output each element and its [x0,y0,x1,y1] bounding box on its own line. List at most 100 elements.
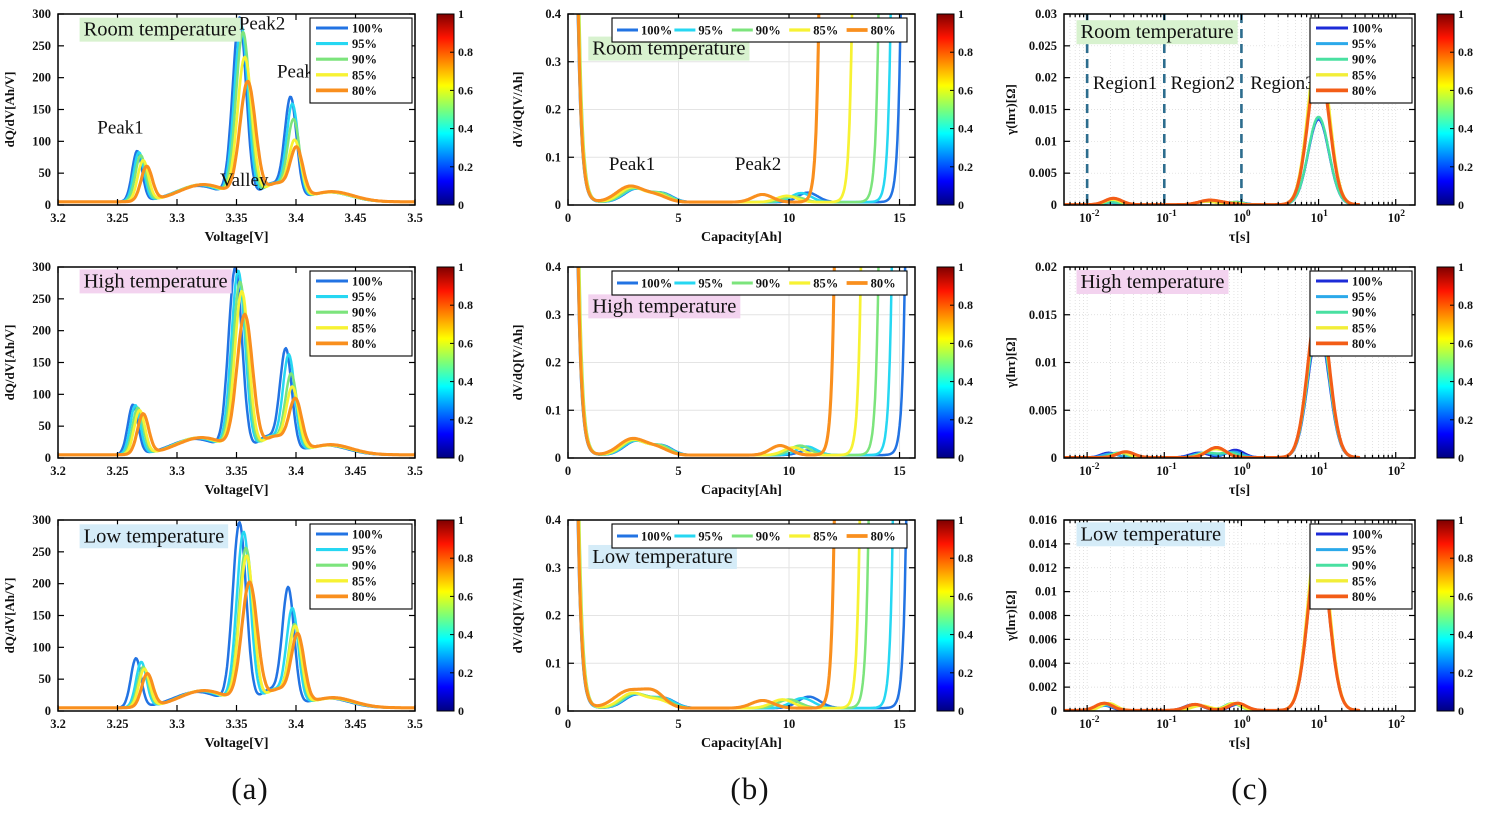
chart-a2-svg: 3.2 3.25 3.3 3.35 3.4 3.45 3.5 0 50 100 150 200 250 3… [2,260,473,498]
svg-text:0.1: 0.1 [545,656,561,670]
svg-text:0.4: 0.4 [545,260,561,274]
svg-text:0: 0 [1051,704,1057,718]
svg-text:300: 300 [32,260,51,274]
svg-text:95%: 95% [698,530,723,544]
svg-text:0: 0 [458,198,464,212]
caption-b: (b) [730,770,770,806]
svg-text:80%: 80% [1352,590,1377,604]
svg-text:0: 0 [1458,198,1464,212]
svg-text:0.2: 0.2 [458,160,473,174]
y-axis-label: dV/dQ[V/Ah] [510,578,525,654]
svg-text:0.4: 0.4 [958,375,973,389]
svg-text:0: 0 [958,704,964,718]
colorbar: 0 0.2 0.4 0.6 0.8 1 [1436,7,1473,212]
svg-text:0.004: 0.004 [1029,656,1058,670]
series-curves [576,267,907,457]
legend: 100%95% 90%85% 80% [309,523,413,610]
svg-text:100%: 100% [1352,528,1383,542]
svg-text:90%: 90% [1352,559,1377,573]
svg-text:0.2: 0.2 [545,609,561,623]
svg-text:80%: 80% [352,84,377,98]
svg-text:85%: 85% [1352,68,1377,82]
caption-cell-b: (b) [500,759,1000,818]
caption-c: (c) [1231,770,1269,806]
svg-text:3.4: 3.4 [288,211,304,225]
svg-text:3.3: 3.3 [169,464,185,478]
annotations: Low temperature [1076,522,1226,547]
svg-text:90%: 90% [1352,53,1377,67]
svg-text:10-1: 10-1 [1156,462,1177,478]
svg-text:80%: 80% [871,24,896,38]
svg-text:0.02: 0.02 [1035,71,1057,85]
svg-text:101: 101 [1311,715,1329,731]
legend: 100%95% 90%85% 80% [1309,523,1413,610]
svg-text:0.2: 0.2 [545,356,561,370]
chart-cell-a2: 3.2 3.25 3.3 3.35 3.4 3.45 3.5 0 50 100 150 200 250 3… [0,253,500,506]
svg-text:0.6: 0.6 [958,336,973,350]
y-axis-label: γ(lnτ)[Ω] [1003,590,1018,642]
svg-text:150: 150 [32,609,51,623]
y-axis-label: dQ/dV[Ah/V] [2,578,17,654]
svg-text:0.01: 0.01 [1035,585,1057,599]
annotations: Room temperature Region1 Region2 Region3 [1076,20,1315,94]
colorbar: 0 0.2 0.4 0.6 0.8 1 [436,513,473,718]
y-axis-label: γ(lnτ)[Ω] [1003,84,1018,136]
svg-text:0.4: 0.4 [545,513,561,527]
temperature-label-highlight [1076,20,1238,45]
svg-text:3.35: 3.35 [226,717,248,731]
svg-text:1: 1 [458,513,464,527]
y-axis-label: γ(lnτ)[Ω] [1003,337,1018,389]
svg-text:10: 10 [783,211,796,225]
svg-text:0: 0 [1458,704,1464,718]
svg-text:0: 0 [565,211,571,225]
svg-text:0.025: 0.025 [1029,39,1057,53]
temperature-label-highlight [1076,522,1226,547]
legend: 100%95% 90%85% 80% [1309,270,1413,357]
svg-text:3.45: 3.45 [345,464,367,478]
svg-text:0.3: 0.3 [545,561,561,575]
svg-text:0.015: 0.015 [1029,308,1057,322]
svg-text:0.4: 0.4 [458,628,473,642]
svg-text:90%: 90% [352,559,377,573]
svg-text:1: 1 [458,260,464,274]
x-axis-label: Capacity[Ah] [701,230,782,245]
svg-text:50: 50 [39,672,52,686]
chart-cell-c2: 10-2 10-1 100 101 102 0 0.005 0.01 0.015 0.02 τ[s]… [1000,253,1500,506]
annotation-region1: Region1 [1093,73,1157,94]
svg-text:150: 150 [32,356,51,370]
svg-text:3.2: 3.2 [50,211,66,225]
x-axis-label: Capacity[Ah] [701,736,782,751]
annotations: Low temperature [79,524,229,549]
svg-text:0.3: 0.3 [545,55,561,69]
svg-text:200: 200 [32,71,51,85]
svg-text:250: 250 [32,292,51,306]
svg-text:100: 100 [32,640,51,654]
annotation-peak2: Peak2 [239,13,285,34]
svg-text:0.2: 0.2 [958,666,973,680]
svg-text:0: 0 [1458,451,1464,465]
annotation-peak2: Peak2 [735,154,781,175]
svg-text:95%: 95% [1352,37,1377,51]
axes: 3.2 3.25 3.3 3.35 3.4 3.45 3.5 0 50 100 150 200 250 3… [2,260,423,498]
svg-text:0.8: 0.8 [458,45,473,59]
temperature-label: High temperature [592,295,736,317]
y-axis-label: dQ/dV[Ah/V] [2,325,17,401]
svg-text:85%: 85% [813,530,838,544]
svg-text:0.8: 0.8 [1458,551,1473,565]
svg-text:102: 102 [1388,715,1406,731]
temperature-label: High temperature [1080,271,1224,293]
svg-text:300: 300 [32,513,51,527]
annotation-peak1: Peak1 [97,118,143,139]
svg-text:0.016: 0.016 [1029,513,1057,527]
svg-text:1: 1 [958,7,964,21]
svg-text:0.4: 0.4 [1458,628,1473,642]
svg-text:0.2: 0.2 [458,413,473,427]
annotations: High temperature [588,294,741,319]
axes: 0 5 10 15 0 0.1 0.2 0.3 0.4 Capacity[Ah] dV/dQ[V/A… [510,260,916,498]
svg-text:0.4: 0.4 [458,122,473,136]
svg-text:0: 0 [565,464,571,478]
chart-b3-svg: 0 5 10 1500.10.20.30.4Capacity[Ah]dV/dQ[V/A… [510,513,973,751]
chart-cell-b3: 0 5 10 15 0 0.1 0.2 0.3 0.4 Capacity[Ah] dV/dQ[V/A… [500,506,1000,759]
svg-text:1: 1 [958,260,964,274]
